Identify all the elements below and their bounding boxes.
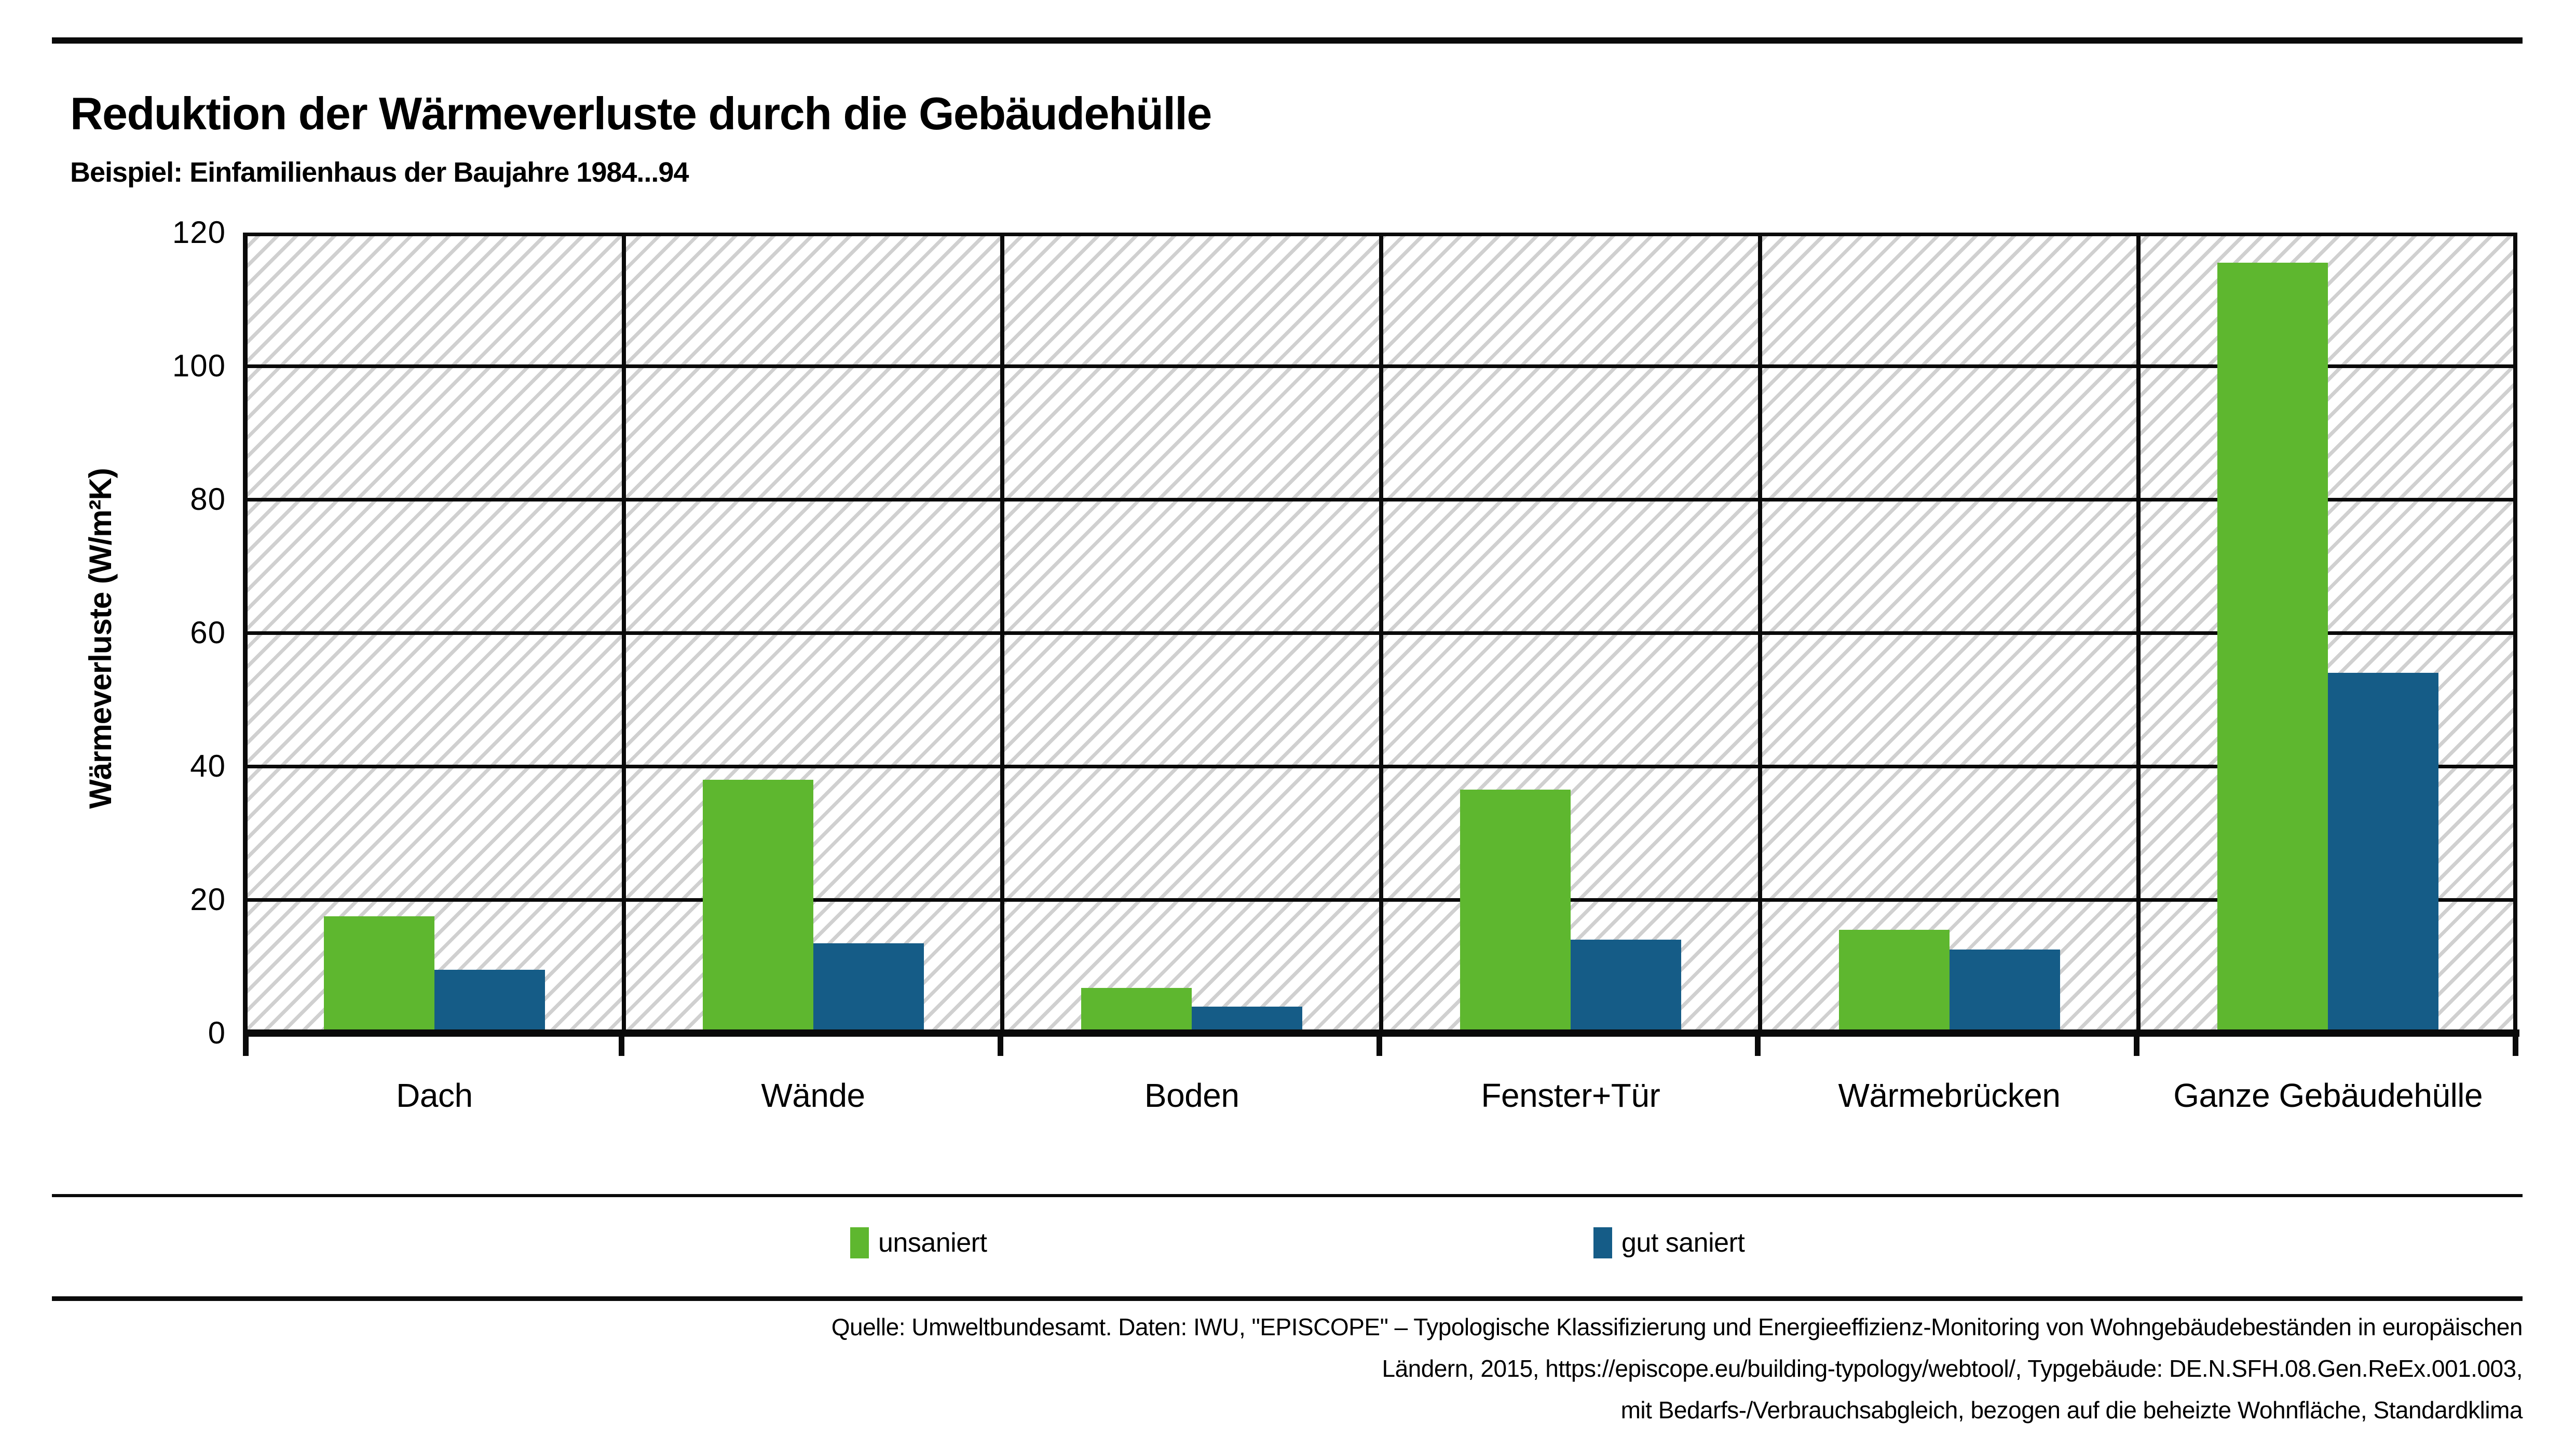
x-axis-tick-0: [243, 1033, 249, 1056]
x-category-label-wände: Wände: [761, 1077, 865, 1114]
legend-swatch-unsaniert-icon: [850, 1227, 869, 1258]
category-divider-1: [621, 233, 626, 1033]
x-axis-tick-5: [2133, 1033, 2139, 1056]
y-tick-label-40: 40: [190, 749, 226, 783]
page-title: Reduktion der Wärmeverluste durch die Ge…: [70, 88, 1212, 139]
y-axis-line: [243, 233, 248, 1033]
x-category-label-fenster-tür: Fenster+Tür: [1481, 1077, 1660, 1114]
bar-unsaniert-boden: [1081, 987, 1192, 1033]
x-axis-tick-4: [1755, 1033, 1761, 1056]
x-category-label-boden: Boden: [1144, 1077, 1239, 1114]
bar-gut-saniert-ganze-gebäudehülle: [2328, 673, 2439, 1033]
bar-gut-saniert-wärmebrücken: [1949, 950, 2060, 1033]
y-tick-label-60: 60: [190, 615, 226, 650]
bar-unsaniert-wände: [702, 779, 813, 1033]
source-line-2: Ländern, 2015, https://episcope.eu/build…: [1382, 1355, 2523, 1382]
legend-swatch-gut-saniert-icon: [1593, 1227, 1612, 1258]
plot-area: [243, 233, 2519, 1056]
category-divider-6: [2513, 233, 2517, 1033]
x-category-label-ganze-gebäudehülle: Ganze Gebäudehülle: [2173, 1077, 2483, 1114]
source-line-1: Quelle: Umweltbundesamt. Daten: IWU, "EP…: [831, 1313, 2523, 1340]
legend-label-gut-saniert: gut saniert: [1621, 1228, 1745, 1258]
category-divider-3: [1379, 233, 1383, 1033]
category-divider-5: [2136, 233, 2141, 1033]
y-axis-tick-labels: 0 20 40 60 80 100 120: [47, 215, 226, 1050]
y-tick-label-80: 80: [190, 482, 226, 517]
y-tick-label-20: 20: [190, 882, 226, 917]
x-category-label-dach: Dach: [396, 1077, 473, 1114]
bar-unsaniert-ganze-gebäudehülle: [2217, 262, 2328, 1033]
x-axis-tick-1: [619, 1033, 625, 1056]
bar-gut-saniert-boden: [1192, 1006, 1303, 1033]
source-line-3: mit Bedarfs-/Verbrauchsabgleich, bezogen…: [1620, 1397, 2523, 1424]
bar-unsaniert-fenster-tür: [1460, 789, 1571, 1033]
y-tick-label-100: 100: [172, 348, 226, 383]
page-subtitle: Beispiel: Einfamilienhaus der Baujahre 1…: [70, 157, 689, 188]
x-axis-tick-2: [997, 1033, 1003, 1056]
category-divider-4: [1757, 233, 1762, 1033]
x-axis-tick-6: [2512, 1033, 2518, 1056]
x-axis-category-labels: Dach Wände Boden Fenster+Tür Wärmebrücken Gan…: [245, 1076, 2517, 1211]
source-attribution: Quelle: Umweltbundesamt. Daten: IWU, "EP…: [291, 1306, 2523, 1431]
x-category-label-wärmebrücken: Wärmebrücken: [1838, 1077, 2061, 1114]
y-tick-label-120: 120: [172, 215, 226, 250]
bar-gut-saniert-fenster-tür: [1570, 940, 1681, 1033]
bar-gut-saniert-wände: [813, 943, 924, 1033]
legend-label-unsaniert: unsaniert: [878, 1228, 987, 1258]
legend-rule-bottom: [52, 1296, 2523, 1301]
bar-unsaniert-dach: [323, 916, 434, 1033]
x-axis-tick-3: [1376, 1033, 1382, 1056]
category-divider-2: [1000, 233, 1005, 1033]
top-accent-bar: [52, 37, 2523, 44]
legend-rule-top: [52, 1194, 2523, 1197]
y-tick-label-0: 0: [208, 1015, 226, 1050]
bar-gut-saniert-dach: [434, 969, 545, 1033]
bar-unsaniert-wärmebrücken: [1838, 929, 1950, 1033]
